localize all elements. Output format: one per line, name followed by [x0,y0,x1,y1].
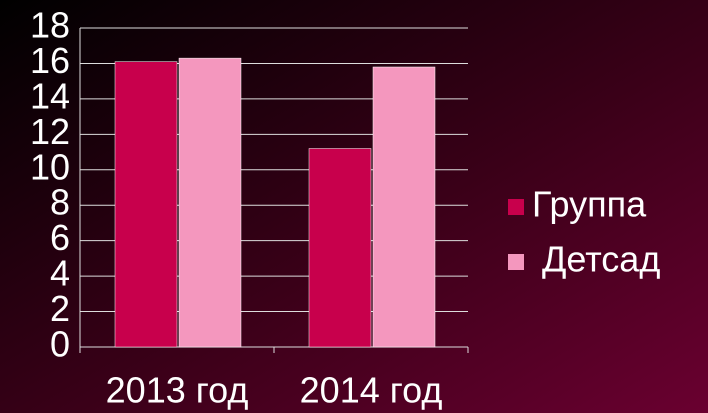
y-tick-label: 14 [30,75,70,116]
legend-swatch [508,199,524,215]
bar [372,66,436,348]
x-tick-label: 2014 год [300,370,443,411]
y-tick-label: 12 [30,111,70,152]
bar [178,57,242,348]
y-tick-label: 6 [50,217,70,258]
x-tick-label: 2013 год [106,370,249,411]
y-tick-label: 8 [50,182,70,223]
y-tick-label: 4 [50,253,70,294]
y-tick-label: 0 [50,324,70,365]
y-tick-label: 16 [30,40,70,81]
y-tick-label: 10 [30,146,70,187]
y-tick-label: 2 [50,288,70,329]
y-tick-label: 18 [30,5,70,46]
legend-swatch [508,254,524,270]
bar [308,148,372,348]
bar [114,61,178,348]
legend-label: Группа [532,184,647,225]
legend-label: Детсад [542,239,660,280]
